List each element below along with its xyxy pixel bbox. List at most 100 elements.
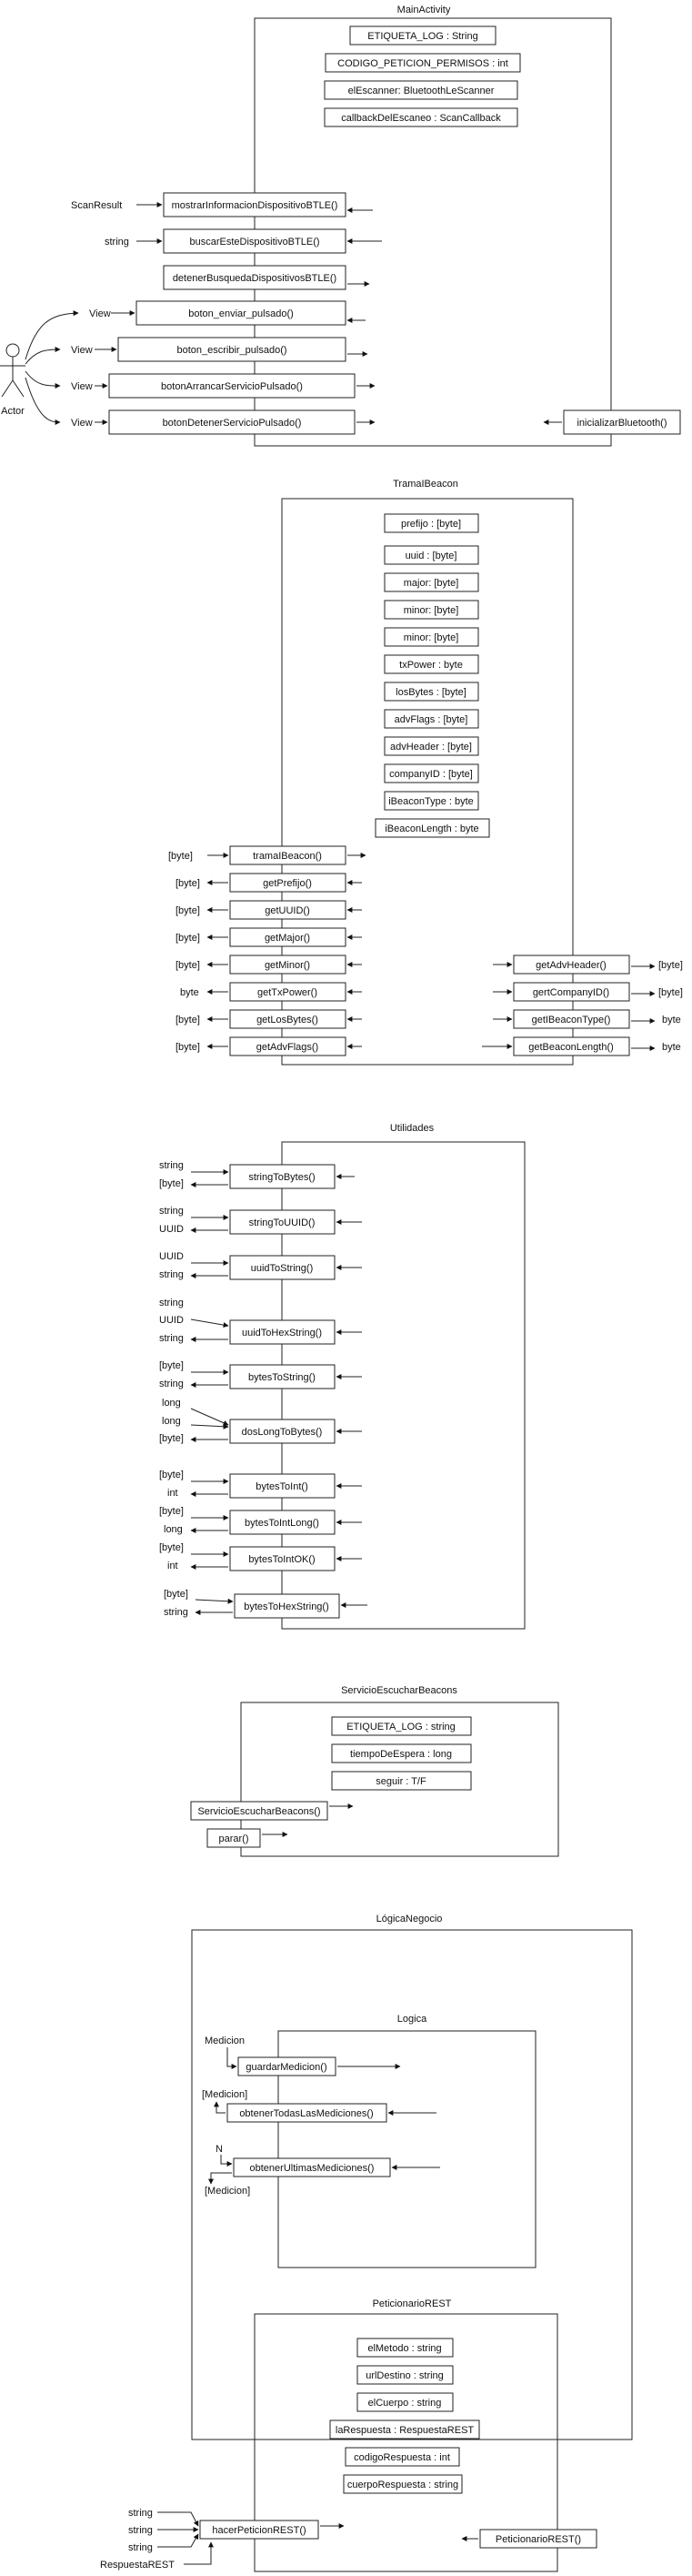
attribute-label: tiempoDeEspera : long: [350, 1749, 452, 1760]
input-type-label: string: [128, 2542, 153, 2553]
method-label: getIBeaconType(): [532, 1015, 611, 1025]
input-type-label: string: [159, 1298, 184, 1308]
input-type-label: UUID: [159, 1315, 184, 1326]
attribute-label: codigoRespuesta : int: [354, 2452, 450, 2463]
attribute-label: CODIGO_PETICION_PERMISOS : int: [337, 58, 508, 69]
method-label: tramaIBeacon(): [253, 851, 322, 862]
method-label: uuidToString(): [251, 1263, 313, 1274]
input-type-label: string: [128, 2525, 153, 2536]
method-label: getUUID(): [265, 905, 310, 916]
input-type-label: string: [159, 1206, 184, 1217]
output-type-label: [byte]: [176, 1042, 200, 1053]
output-type-label: [byte]: [176, 878, 200, 889]
method-label: ServicioEscucharBeacons(): [197, 1806, 320, 1817]
output-type-label: [byte]: [176, 905, 200, 916]
method-label: bytesToInt(): [256, 1481, 307, 1492]
attribute-label: companyID : [byte]: [389, 769, 473, 780]
output-type-label: byte: [662, 1042, 681, 1053]
output-type-label: [byte]: [176, 1015, 200, 1025]
module-trama-ibeacon: TramaIBeacon prefijo : [byte] uuid : [by…: [168, 479, 683, 1066]
module-peticionario-rest: PeticionarioREST elMetodo : string urlDe…: [100, 2298, 597, 2572]
method-label: getMinor(): [265, 960, 310, 971]
output-type-label: [byte]: [159, 1433, 184, 1444]
attribute-label: txPower : byte: [399, 660, 463, 671]
output-type-label: string: [159, 1269, 184, 1280]
method-label: getBeaconLength(): [528, 1042, 614, 1053]
output-type-label: string: [164, 1607, 188, 1618]
method-label: PeticionarioREST(): [496, 2534, 581, 2545]
input-type-label: View: [71, 418, 93, 429]
input-type-label: ScanResult: [71, 200, 122, 211]
output-type-label: int: [167, 1488, 178, 1499]
method-label: uuidToHexString(): [242, 1328, 322, 1339]
method-label: bytesToHexString(): [244, 1601, 329, 1612]
method-label: hacerPeticionREST(): [212, 2525, 306, 2536]
attribute-label: prefijo : [byte]: [401, 519, 461, 530]
output-type-label: [Medicion]: [202, 2089, 247, 2100]
attribute-label: minor: [byte]: [404, 632, 459, 643]
attribute-label: cuerpoRespuesta : string: [347, 2480, 458, 2490]
method-label: getAdvFlags(): [256, 1042, 318, 1053]
attribute-label: losBytes : [byte]: [396, 687, 466, 698]
output-type-label: long: [164, 1524, 183, 1535]
input-type-label: View: [71, 345, 93, 356]
method-label: parar(): [218, 1834, 248, 1844]
output-type-label: int: [167, 1561, 178, 1571]
module-logica-negocio: LógicaNegocio: [191, 1914, 633, 2440]
attribute-label: iBeaconType : byte: [388, 796, 474, 807]
attribute-label: elEscanner: BluetoothLeScanner: [348, 86, 495, 96]
actor-figure: [0, 310, 79, 425]
method-label: guardarMedicion(): [246, 2062, 326, 2073]
attribute-label: advHeader : [byte]: [390, 742, 472, 753]
attribute-label: major: [byte]: [404, 578, 459, 589]
method-label: stringToBytes(): [248, 1172, 315, 1183]
input-type-label: string: [128, 2508, 153, 2519]
method-label: bytesToString(): [248, 1372, 316, 1383]
input-type-label: long: [162, 1416, 181, 1427]
attribute-label: minor: [byte]: [404, 605, 459, 616]
method-label: detenerBusquedaDispositivosBTLE(): [173, 273, 336, 284]
output-type-label: [byte]: [658, 987, 683, 998]
module-title: Utilidades: [390, 1123, 435, 1134]
module-title: PeticionarioREST: [373, 2298, 452, 2309]
input-type-label: [byte]: [164, 1589, 188, 1600]
input-type-label: Medicion: [205, 2036, 245, 2046]
output-type-label: string: [159, 1333, 184, 1344]
output-type-label: [Medicion]: [205, 2186, 250, 2197]
input-type-label: N: [216, 2144, 223, 2155]
method-label: getMajor(): [265, 933, 310, 944]
method-label: obtenerUltimasMediciones(): [250, 2163, 375, 2174]
attribute-label: ETIQUETA_LOG : string: [346, 1722, 456, 1732]
module-title: TramaIBeacon: [393, 479, 458, 490]
method-label: gertCompanyID(): [533, 987, 609, 998]
method-label: bytesToIntLong(): [245, 1518, 319, 1529]
method-label: buscarEsteDispositivoBTLE(): [189, 237, 319, 247]
attribute-label: seguir : T/F: [376, 1776, 426, 1787]
output-type-label: UUID: [159, 1224, 184, 1235]
module-title: ServicioEscucharBeacons: [341, 1685, 457, 1696]
input-type-label: string: [105, 237, 129, 247]
method-label: getLosBytes(): [256, 1015, 318, 1025]
method-label: boton_enviar_pulsado(): [188, 308, 294, 319]
attribute-label: ETIQUETA_LOG : String: [367, 31, 477, 42]
input-type-label: UUID: [159, 1251, 184, 1262]
method-label: mostrarInformacionDispositivoBTLE(): [172, 200, 338, 211]
input-type-label: [byte]: [159, 1470, 184, 1480]
method-label: inicializarBluetooth(): [577, 418, 667, 429]
attribute-label: uuid : [byte]: [406, 551, 457, 561]
method-label: boton_escribir_pulsado(): [176, 345, 286, 356]
module-title: MainActivity: [397, 5, 451, 15]
input-type-label: [byte]: [168, 851, 193, 862]
module-main-activity: MainActivity ETIQUETA_LOG : String CODIG…: [0, 5, 681, 447]
method-label: stringToUUID(): [249, 1217, 316, 1228]
module-utilidades: Utilidades stringToBytes() string [byte]…: [159, 1123, 526, 1630]
actor-label: Actor: [1, 406, 25, 417]
method-label: botonDetenerServicioPulsado(): [163, 418, 302, 429]
attribute-label: elMetodo : string: [367, 2343, 441, 2354]
input-type-label: RespuestaREST: [100, 2560, 175, 2571]
output-type-label: [byte]: [658, 960, 683, 971]
attribute-label: laRespuesta : RespuestaREST: [336, 2425, 475, 2436]
input-type-label: [byte]: [159, 1542, 184, 1553]
input-type-label: View: [89, 308, 111, 319]
